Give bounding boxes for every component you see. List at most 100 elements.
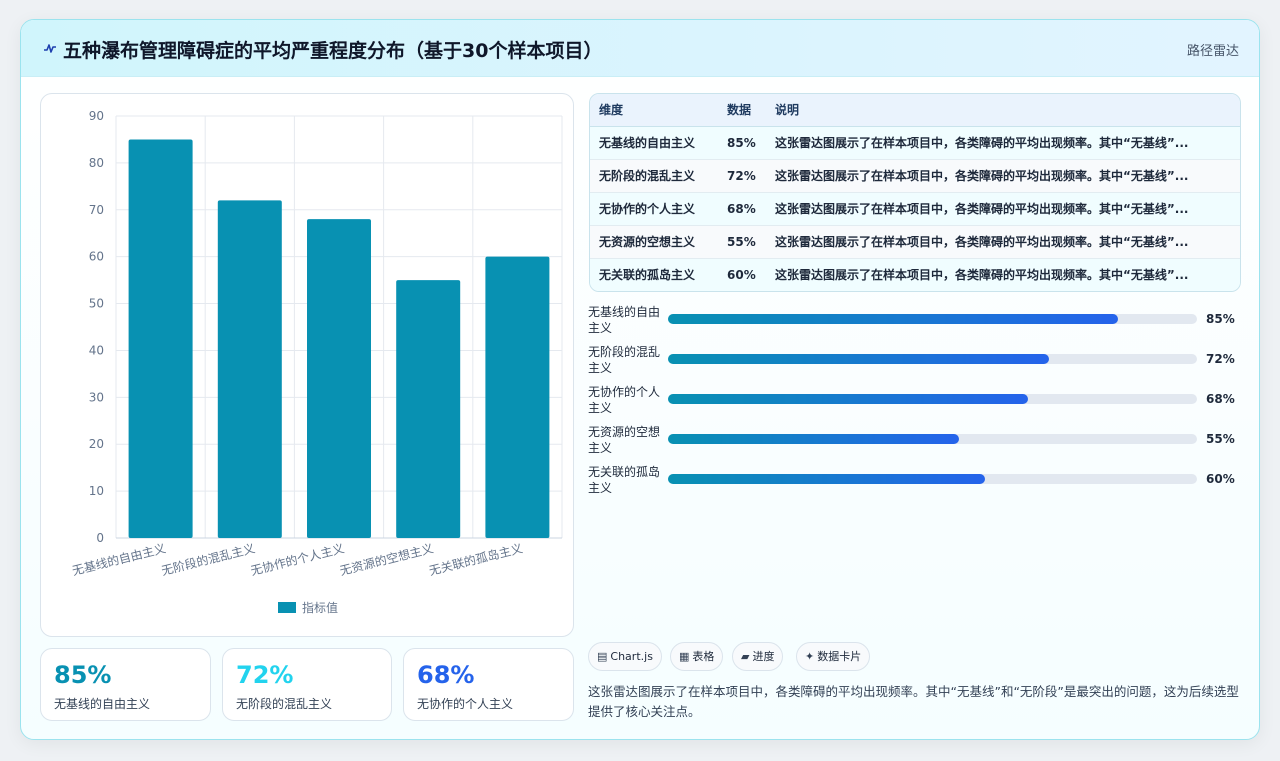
stat-label: 无基线的自由主义	[54, 697, 151, 711]
progress-track	[668, 394, 1197, 404]
table-cell: 无关联的孤岛主义	[599, 268, 696, 283]
progress-track	[668, 434, 1197, 444]
table-cell: 这张雷达图展示了在样本项目中，各类障碍的平均出现频率。其中“无基线”...	[775, 235, 1189, 249]
progress-track	[668, 474, 1197, 484]
table-cell: 55%	[727, 234, 756, 249]
summary-text: 这张雷达图展示了在样本项目中，各类障碍的平均出现频率。其中“无基线”和“无阶段”…	[588, 684, 1239, 719]
chip-label: 进度	[752, 650, 775, 663]
progress-label: 无关联的孤岛主义	[588, 465, 661, 495]
stat-card-2: 72% 无阶段的混乱主义	[222, 648, 392, 721]
stat-card-1: 85% 无基线的自由主义	[40, 648, 211, 721]
progress-track	[668, 354, 1197, 364]
progress-percent: 60%	[1206, 472, 1235, 486]
column-header-description: 说明	[766, 94, 1240, 127]
stat-value: 68%	[417, 661, 475, 689]
table-cell: 无阶段的混乱主义	[599, 169, 696, 183]
legend-swatch	[278, 602, 296, 613]
chip-label: Chart.js	[610, 650, 653, 663]
chip-label: 表格	[692, 650, 715, 663]
progress-label: 无阶段的混乱主义	[588, 345, 661, 375]
table-cell: 这张雷达图展示了在样本项目中，各类障碍的平均出现频率。其中“无基线”...	[775, 169, 1189, 183]
stat-value: 72%	[236, 661, 294, 689]
progress-percent: 68%	[1206, 392, 1235, 406]
chip-label: 数据卡片	[817, 650, 862, 663]
y-tick-label: 50	[89, 297, 104, 311]
table-row: 无关联的孤岛主义 60% 这张雷达图展示了在样本项目中，各类障碍的平均出现频率。…	[590, 258, 1240, 291]
data-table: 维度 数据 说明 无基线的自由主义 85% 这张雷达图展示了在样本项目中，各类障…	[590, 94, 1240, 291]
progress-fill	[668, 434, 959, 444]
chip-data-card[interactable]: ✦ 数据卡片	[796, 642, 871, 671]
table-cell: 60%	[727, 267, 756, 282]
table-icon: ▦	[679, 650, 690, 663]
bar	[396, 280, 461, 538]
table-cell: 这张雷达图展示了在样本项目中，各类障碍的平均出现频率。其中“无基线”...	[775, 136, 1189, 150]
x-tick-label: 无资源的空想主义	[338, 540, 435, 578]
dashboard-card: 五种瀑布管理障碍症的平均严重程度分布（基于30个样本项目） 路径雷达 0 10 20…	[20, 19, 1260, 740]
progress-icon: ▰	[741, 650, 750, 663]
y-tick-label: 40	[89, 343, 104, 357]
table-cell: 这张雷达图展示了在样本项目中，各类障碍的平均出现频率。其中“无基线”...	[775, 202, 1189, 216]
chip-table[interactable]: ▦ 表格	[670, 642, 724, 671]
page-title: 五种瀑布管理障碍症的平均严重程度分布（基于30个样本项目）	[63, 40, 603, 62]
bar	[485, 256, 550, 538]
progress-row: 无关联的孤岛主义 60%	[588, 464, 1241, 504]
header-bar: 五种瀑布管理障碍症的平均严重程度分布（基于30个样本项目） 路径雷达	[21, 20, 1259, 77]
progress-row: 无资源的空想主义 55%	[588, 424, 1241, 464]
column-header-data: 数据	[718, 94, 766, 127]
y-tick-label: 10	[89, 484, 104, 498]
stat-label: 无协作的个人主义	[417, 697, 514, 711]
progress-list: 无基线的自由主义 85% 无阶段的混乱主义 72% 无协作的个人主义 68% 无…	[588, 304, 1241, 504]
bar-chart-panel: 0 10 20 30 40 50 60 70 80 90 无基线的自由主义 无阶段的混乱主义 无协作的个…	[40, 93, 574, 637]
table-cell: 无资源的空想主义	[599, 235, 696, 249]
progress-row: 无协作的个人主义 68%	[588, 384, 1241, 424]
progress-label: 无协作的个人主义	[588, 385, 661, 415]
legend-label: 指标值	[302, 600, 338, 615]
table-cell: 72%	[727, 168, 756, 183]
x-tick-label: 无关联的孤岛主义	[427, 540, 524, 578]
y-tick-label: 20	[89, 437, 104, 451]
table-cell: 无基线的自由主义	[599, 136, 696, 150]
column-header-dimension: 维度	[590, 94, 718, 127]
chip-progress[interactable]: ▰ 进度	[732, 642, 784, 671]
x-tick-label: 无基线的自由主义	[71, 540, 168, 578]
chip-chartjs[interactable]: ▤ Chart.js	[588, 642, 662, 671]
progress-percent: 55%	[1206, 432, 1235, 446]
signal-wave-icon	[44, 44, 56, 53]
data-table-container: 维度 数据 说明 无基线的自由主义 85% 这张雷达图展示了在样本项目中，各类障…	[589, 93, 1241, 292]
progress-fill	[668, 314, 1118, 324]
y-tick-label: 30	[89, 390, 104, 404]
table-row: 无资源的空想主义 55% 这张雷达图展示了在样本项目中，各类障碍的平均出现频率。…	[590, 225, 1240, 258]
bar	[217, 200, 282, 538]
table-cell: 68%	[727, 201, 756, 216]
table-header-row: 维度 数据 说明	[590, 94, 1240, 127]
progress-percent: 72%	[1206, 352, 1235, 366]
sparkle-icon: ✦	[805, 650, 815, 663]
y-tick-label: 0	[96, 531, 104, 545]
bar-chart: 0 10 20 30 40 50 60 70 80 90 无基线的自由主义无阶段的混乱主义无协作的个…	[71, 109, 563, 615]
y-tick-label: 90	[89, 109, 104, 123]
progress-percent: 85%	[1206, 312, 1235, 326]
progress-row: 无基线的自由主义 85%	[588, 304, 1241, 344]
table-row: 无协作的个人主义 68% 这张雷达图展示了在样本项目中，各类障碍的平均出现频率。…	[590, 192, 1240, 225]
progress-label: 无资源的空想主义	[588, 425, 661, 455]
bar	[307, 219, 371, 538]
table-row: 无基线的自由主义 85% 这张雷达图展示了在样本项目中，各类障碍的平均出现频率。…	[590, 126, 1240, 159]
bar	[128, 139, 193, 538]
stat-label: 无阶段的混乱主义	[236, 697, 333, 711]
progress-row: 无阶段的混乱主义 72%	[588, 344, 1241, 384]
header-tag: 路径雷达	[1186, 44, 1239, 59]
chart-icon: ▤	[597, 650, 608, 663]
x-tick-label: 无阶段的混乱主义	[160, 540, 257, 578]
table-cell: 85%	[727, 135, 756, 150]
y-tick-label: 70	[89, 203, 104, 217]
progress-label: 无基线的自由主义	[588, 305, 661, 335]
y-tick-label: 60	[89, 250, 104, 264]
stat-value: 85%	[54, 661, 112, 689]
x-tick-label: 无协作的个人主义	[249, 540, 346, 578]
table-cell: 无协作的个人主义	[599, 202, 696, 216]
progress-fill	[668, 474, 986, 484]
progress-track	[668, 314, 1197, 324]
table-cell: 这张雷达图展示了在样本项目中，各类障碍的平均出现频率。其中“无基线”...	[775, 268, 1189, 283]
table-row: 无阶段的混乱主义 72% 这张雷达图展示了在样本项目中，各类障碍的平均出现频率。…	[590, 159, 1240, 192]
progress-fill	[668, 354, 1049, 364]
